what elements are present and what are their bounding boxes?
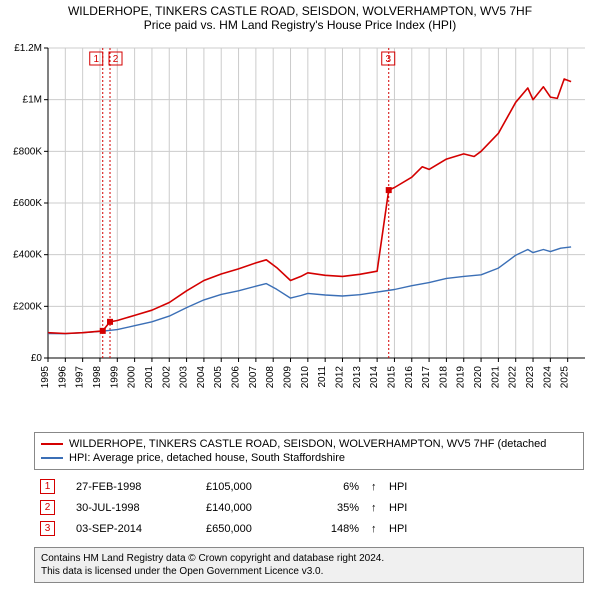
chart-area: £0 £200K £400K £600K £800K £1M £1.2M 1995 1996 19… xyxy=(0,38,600,428)
svg-text:2010: 2010 xyxy=(300,366,311,389)
svg-text:2017: 2017 xyxy=(421,366,432,389)
attribution-line2: This data is licensed under the Open Gov… xyxy=(41,565,577,578)
chart-title: WILDERHOPE, TINKERS CASTLE ROAD, SEISDON… xyxy=(0,0,600,18)
svg-text:2013: 2013 xyxy=(352,366,363,389)
svg-text:2003: 2003 xyxy=(179,366,190,389)
svg-text:2024: 2024 xyxy=(542,366,553,389)
svg-text:2008: 2008 xyxy=(265,366,276,389)
svg-text:2007: 2007 xyxy=(248,366,259,389)
legend: WILDERHOPE, TINKERS CASTLE ROAD, SEISDON… xyxy=(34,432,584,470)
legend-label: HPI: Average price, detached house, Sout… xyxy=(69,452,345,464)
svg-text:2001: 2001 xyxy=(144,366,155,389)
svg-text:£200K: £200K xyxy=(13,301,42,312)
event-row: 1 27-FEB-1998£105,0006%↑HPI xyxy=(34,476,584,497)
svg-text:2021: 2021 xyxy=(490,366,501,389)
event-marker: 2 xyxy=(40,500,55,515)
legend-swatch xyxy=(41,457,63,459)
svg-text:£1.2M: £1.2M xyxy=(14,43,42,54)
svg-text:£400K: £400K xyxy=(13,250,42,261)
svg-text:3: 3 xyxy=(385,54,391,65)
legend-row: HPI: Average price, detached house, Sout… xyxy=(41,451,577,465)
svg-text:2005: 2005 xyxy=(213,366,224,389)
event-price: £650,000 xyxy=(200,518,310,539)
event-vs: HPI xyxy=(383,497,584,518)
chart-subtitle: Price paid vs. HM Land Registry's House … xyxy=(0,18,600,38)
event-date: 30-JUL-1998 xyxy=(70,497,200,518)
legend-row: WILDERHOPE, TINKERS CASTLE ROAD, SEISDON… xyxy=(41,437,577,451)
svg-text:2022: 2022 xyxy=(508,366,519,389)
svg-text:1999: 1999 xyxy=(109,366,120,389)
svg-text:2020: 2020 xyxy=(473,366,484,389)
svg-text:1: 1 xyxy=(93,54,99,65)
sale-point-1 xyxy=(100,328,106,334)
legend-swatch xyxy=(41,443,63,445)
event-date: 03-SEP-2014 xyxy=(70,518,200,539)
svg-text:£1M: £1M xyxy=(23,95,42,106)
event-date: 27-FEB-1998 xyxy=(70,476,200,497)
sale-point-2 xyxy=(107,319,113,325)
event-pct: 148% xyxy=(310,518,365,539)
svg-text:2: 2 xyxy=(113,54,119,65)
svg-text:2002: 2002 xyxy=(161,366,172,389)
svg-text:2009: 2009 xyxy=(283,366,294,389)
svg-text:1997: 1997 xyxy=(75,366,86,389)
svg-text:2011: 2011 xyxy=(317,366,328,388)
event-price: £105,000 xyxy=(200,476,310,497)
svg-text:2000: 2000 xyxy=(127,366,138,389)
svg-text:2006: 2006 xyxy=(231,366,242,389)
svg-text:1995: 1995 xyxy=(40,366,51,389)
svg-text:2014: 2014 xyxy=(369,366,380,389)
svg-text:1996: 1996 xyxy=(57,366,68,389)
svg-text:2015: 2015 xyxy=(386,366,397,389)
svg-text:1998: 1998 xyxy=(92,366,103,389)
event-pct: 6% xyxy=(310,476,365,497)
line-chart-svg: £0 £200K £400K £600K £800K £1M £1.2M 1995 1996 19… xyxy=(0,38,600,428)
arrow-up-icon: ↑ xyxy=(365,518,383,539)
event-pct: 35% xyxy=(310,497,365,518)
event-row: 3 03-SEP-2014£650,000148%↑HPI xyxy=(34,518,584,539)
event-vs: HPI xyxy=(383,476,584,497)
sale-point-3 xyxy=(386,187,392,193)
event-marker: 1 xyxy=(40,479,55,494)
svg-text:£0: £0 xyxy=(31,353,43,364)
event-vs: HPI xyxy=(383,518,584,539)
event-row: 2 30-JUL-1998£140,00035%↑HPI xyxy=(34,497,584,518)
event-marker: 3 xyxy=(40,521,55,536)
svg-text:2023: 2023 xyxy=(525,366,536,389)
event-price: £140,000 xyxy=(200,497,310,518)
series-property xyxy=(48,79,571,334)
arrow-up-icon: ↑ xyxy=(365,497,383,518)
svg-text:2012: 2012 xyxy=(334,366,345,389)
attribution-line1: Contains HM Land Registry data © Crown c… xyxy=(41,552,577,565)
sales-events: 1 27-FEB-1998£105,0006%↑HPI 2 30-JUL-1998£1… xyxy=(34,476,584,539)
svg-text:2019: 2019 xyxy=(456,366,467,389)
svg-text:2004: 2004 xyxy=(196,366,207,389)
svg-text:2016: 2016 xyxy=(404,366,415,389)
attribution-box: Contains HM Land Registry data © Crown c… xyxy=(34,547,584,583)
legend-label: WILDERHOPE, TINKERS CASTLE ROAD, SEISDON… xyxy=(69,438,546,450)
svg-text:2018: 2018 xyxy=(438,366,449,389)
svg-text:2025: 2025 xyxy=(560,366,571,389)
svg-text:£600K: £600K xyxy=(13,198,42,209)
arrow-up-icon: ↑ xyxy=(365,476,383,497)
svg-text:£800K: £800K xyxy=(13,146,42,157)
series-hpi xyxy=(48,247,571,334)
